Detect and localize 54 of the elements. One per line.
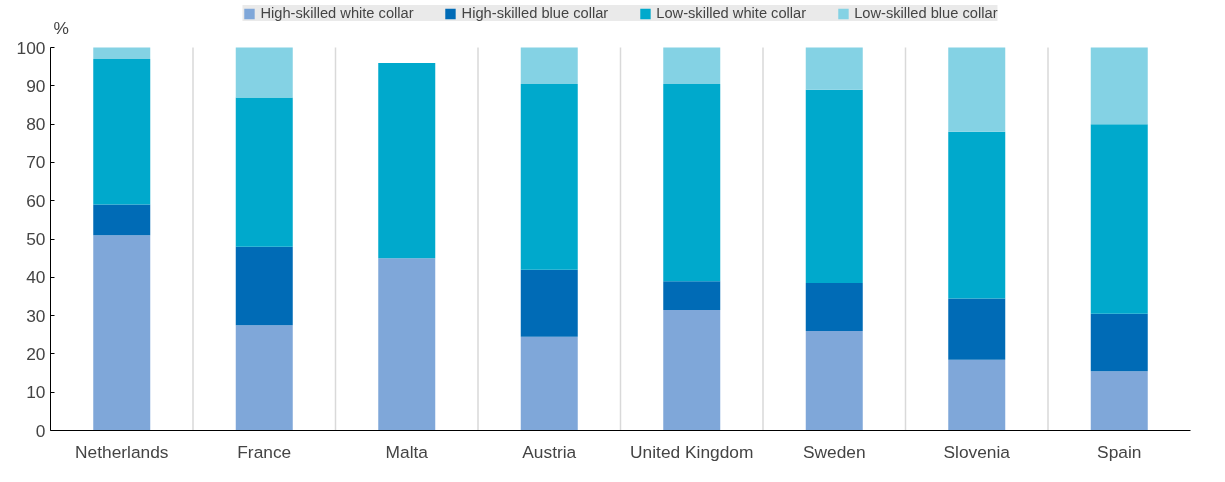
x-tick-label: Spain: [1097, 441, 1142, 462]
legend-label: Low-skilled blue collar: [854, 5, 998, 21]
bar: [805, 330, 863, 431]
x-tick-label: United Kingdom: [630, 441, 754, 462]
bar: [93, 235, 151, 431]
bar: [805, 89, 863, 284]
y-tick-label: 70: [26, 152, 46, 173]
y-tick-label: 90: [26, 75, 46, 96]
y-tick-label: 20: [26, 343, 46, 364]
bar: [520, 47, 578, 84]
bar: [520, 336, 578, 431]
bar: [805, 283, 863, 331]
bar: [948, 359, 1006, 431]
bar: [378, 62, 436, 259]
bar: [948, 131, 1006, 299]
bar: [663, 47, 721, 84]
y-tick-label: 0: [35, 420, 46, 441]
bar: [1090, 47, 1148, 125]
bar: [235, 246, 293, 326]
bar: [93, 59, 151, 205]
y-tick-label: 50: [26, 229, 46, 250]
bar: [520, 269, 578, 337]
x-tick-label: France: [237, 441, 292, 462]
bar: [663, 281, 721, 310]
legend-label: High-skilled blue collar: [461, 5, 609, 21]
bar: [520, 83, 578, 270]
x-tick-label: Sweden: [802, 441, 866, 462]
x-tick-label: Malta: [385, 441, 429, 462]
x-tick-label: Slovenia: [943, 441, 1011, 462]
bar: [235, 97, 293, 247]
bar: [1090, 371, 1148, 431]
y-tick-label: 10: [26, 382, 46, 403]
bar: [805, 47, 863, 90]
bar: [948, 298, 1006, 360]
bar: [663, 83, 721, 282]
bar: [1090, 313, 1148, 372]
y-tick-label: 60: [26, 190, 46, 211]
x-tick-label: Netherlands: [75, 441, 169, 462]
x-tick-label: Austria: [522, 441, 577, 462]
bar: [93, 204, 151, 236]
bar: [378, 258, 436, 431]
legend-label: High-skilled white collar: [260, 5, 414, 21]
y-tick-label: 80: [26, 114, 46, 135]
y-tick-label: 30: [26, 305, 46, 326]
y-tick-label: 100: [16, 37, 46, 58]
bar: [1090, 124, 1148, 314]
bar: [235, 325, 293, 431]
bar: [948, 47, 1006, 132]
y-tick-label: 40: [26, 267, 46, 288]
bar: [93, 47, 151, 60]
bar: [235, 47, 293, 98]
bar: [663, 309, 721, 431]
legend-label: Low-skilled white collar: [656, 5, 807, 21]
y-axis-title: %: [53, 17, 69, 38]
